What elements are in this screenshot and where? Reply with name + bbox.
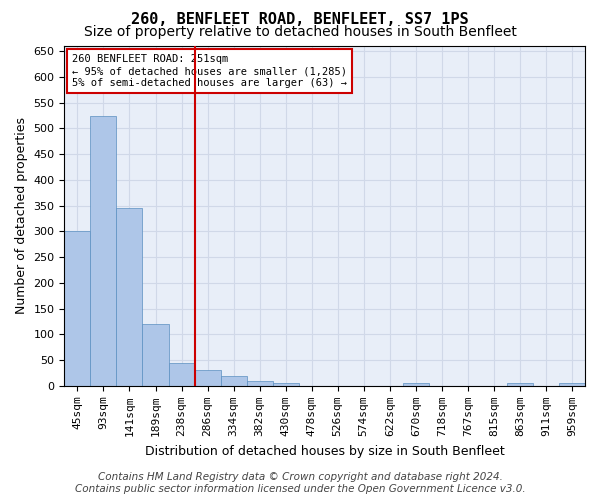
Text: Size of property relative to detached houses in South Benfleet: Size of property relative to detached ho… xyxy=(83,25,517,39)
Bar xyxy=(221,376,247,386)
Bar xyxy=(507,384,533,386)
Y-axis label: Number of detached properties: Number of detached properties xyxy=(15,118,28,314)
Bar xyxy=(272,384,299,386)
Text: 260, BENFLEET ROAD, BENFLEET, SS7 1PS: 260, BENFLEET ROAD, BENFLEET, SS7 1PS xyxy=(131,12,469,26)
Bar xyxy=(194,370,221,386)
Bar xyxy=(91,116,116,386)
Bar xyxy=(403,384,429,386)
Text: 260 BENFLEET ROAD: 251sqm
← 95% of detached houses are smaller (1,285)
5% of sem: 260 BENFLEET ROAD: 251sqm ← 95% of detac… xyxy=(72,54,347,88)
Bar xyxy=(559,384,585,386)
Bar xyxy=(116,208,142,386)
Bar xyxy=(247,381,272,386)
Bar xyxy=(142,324,169,386)
Bar xyxy=(64,232,91,386)
Bar xyxy=(169,363,194,386)
Text: Contains HM Land Registry data © Crown copyright and database right 2024.
Contai: Contains HM Land Registry data © Crown c… xyxy=(74,472,526,494)
X-axis label: Distribution of detached houses by size in South Benfleet: Distribution of detached houses by size … xyxy=(145,444,505,458)
